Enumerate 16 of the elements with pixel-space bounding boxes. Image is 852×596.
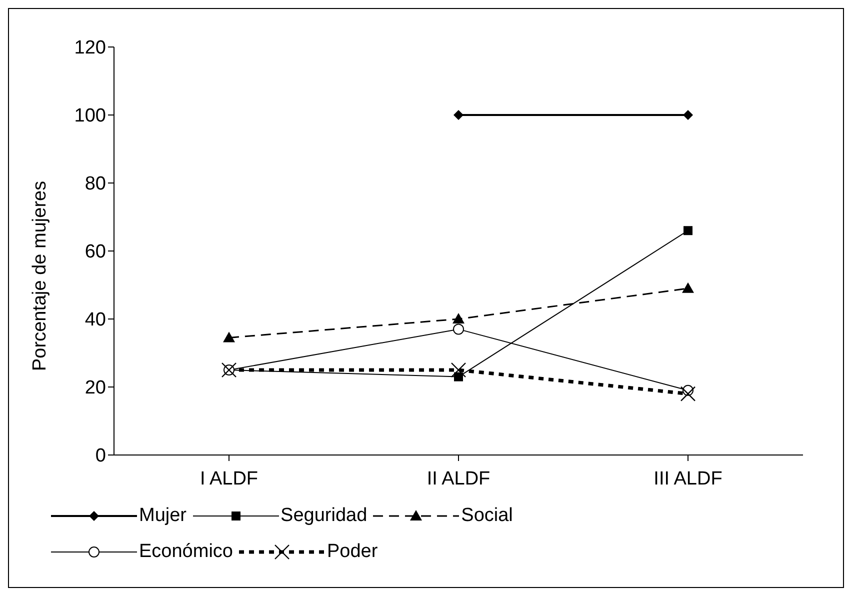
y-tick-label: 120 (74, 38, 106, 59)
legend-label: Social (461, 505, 513, 527)
legend-label: Seguridad (280, 505, 368, 527)
y-tick-label: 40 (84, 310, 106, 331)
y-tick-label: 0 (95, 446, 106, 467)
y-tick-label: 100 (74, 106, 106, 127)
y-tick-label: 20 (84, 378, 106, 399)
y-tick-label: 60 (84, 242, 106, 263)
x-tick-label: III ALDF (654, 468, 722, 490)
x-tick-label: II ALDF (426, 468, 490, 490)
y-tick-label: 80 (84, 174, 106, 195)
x-tick-label: I ALDF (200, 468, 258, 490)
legend-label: Poder (327, 541, 378, 563)
legend-label: Económico (139, 541, 233, 563)
y-axis-title: Porcentaje de mujeres (30, 180, 51, 371)
legend-label: Mujer (139, 505, 187, 527)
